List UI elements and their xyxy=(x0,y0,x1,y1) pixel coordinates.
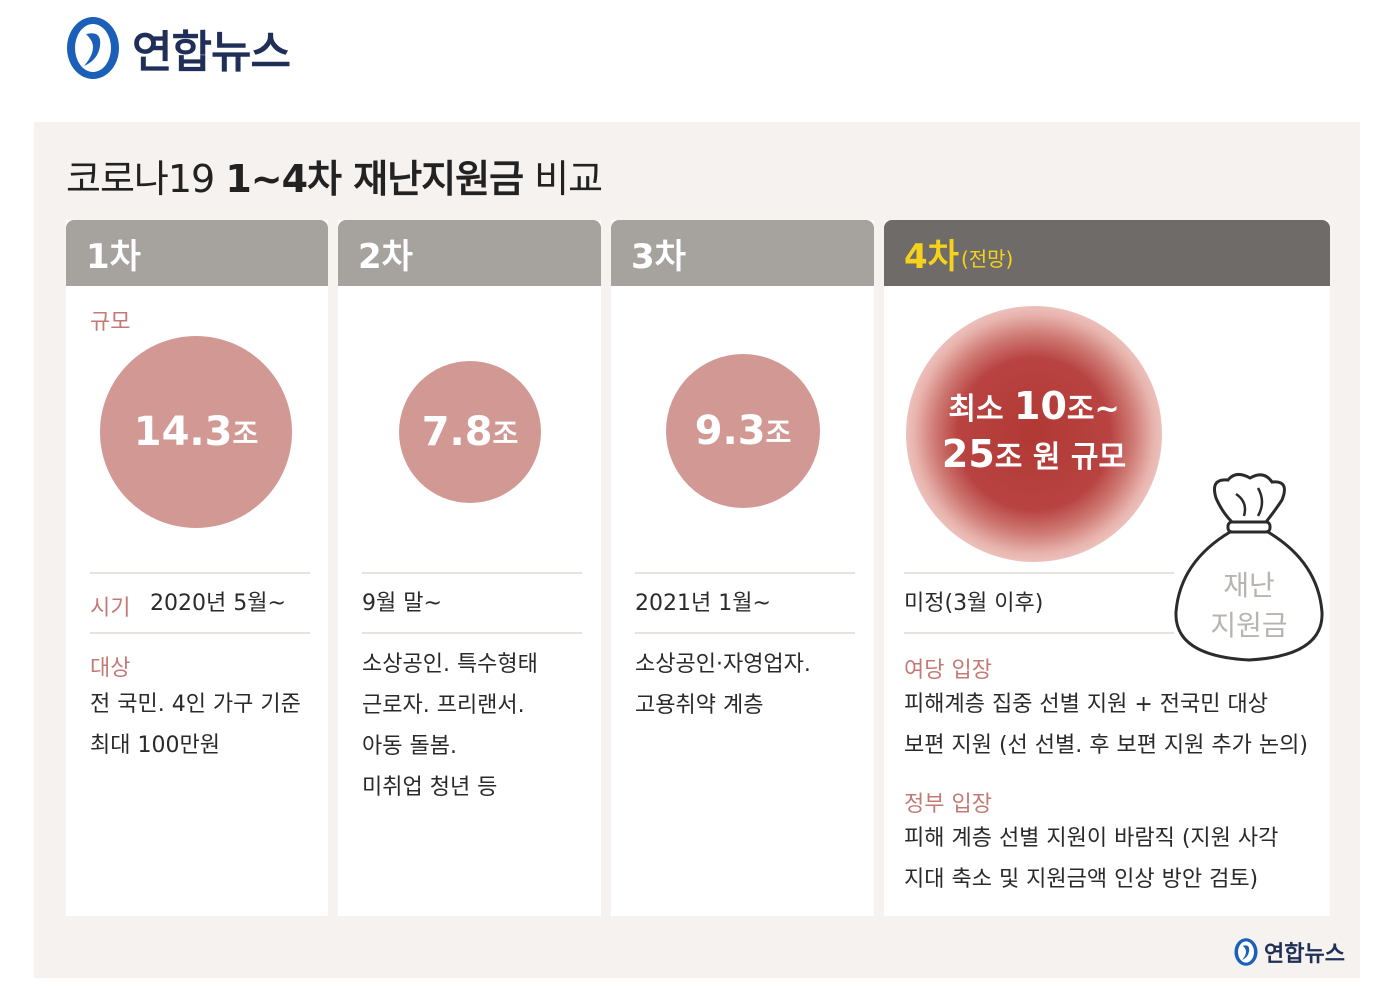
period-3: 2021년 1월~ xyxy=(635,591,771,616)
period-1: 2020년 5월~ xyxy=(150,591,286,616)
government-line: 지대 축소 및 지원금액 인상 방안 검토) xyxy=(904,867,1259,892)
round-3-header: 3차 xyxy=(611,220,874,286)
watermark: 연합뉴스 xyxy=(1232,936,1345,968)
target-1: 전 국민. 4인 가구 기준 최대 100만원 xyxy=(90,684,301,766)
divider xyxy=(904,572,1174,574)
round-4-header: 4차 (전망) xyxy=(884,220,1330,286)
amount-4-min-value: 10 xyxy=(1014,384,1067,428)
amount-4-min-unit: 조~ xyxy=(1066,392,1120,427)
money-bag-icon xyxy=(1174,473,1324,662)
column-round-3: 3차 xyxy=(611,220,874,916)
round-2-header: 2차 xyxy=(338,220,601,286)
divider xyxy=(90,572,310,574)
column-round-1: 1차 xyxy=(66,220,328,916)
ruling-party-line: 보편 지원 (선 선별. 후 보편 지원 추가 논의) xyxy=(904,733,1308,758)
target-3-line: 고용취약 계층 xyxy=(635,693,764,718)
title-part2: 1~4차 재난지원금 xyxy=(225,157,524,201)
divider xyxy=(362,572,582,574)
target-2-line: 아동 돌봄. xyxy=(362,734,457,759)
round-1-header: 1차 xyxy=(66,220,328,286)
government-label: 정부 입장 xyxy=(904,792,992,817)
period-label: 시기 xyxy=(90,596,131,621)
title-part1: 코로나19 xyxy=(66,157,226,201)
amount-4-min-label: 최소 xyxy=(948,392,1014,427)
amount-2-value: 7.8 xyxy=(421,409,493,455)
ruling-party-label: 여당 입장 xyxy=(904,658,992,683)
divider xyxy=(635,632,855,634)
target-1-line: 최대 100만원 xyxy=(90,733,220,758)
divider xyxy=(362,632,582,634)
government-position: 피해 계층 선별 지원이 바람직 (지원 사각 지대 축소 및 지원금액 인상 … xyxy=(904,818,1278,900)
title-part3: 비교 xyxy=(523,157,603,201)
amount-bubble-4: 최소 10조~ 25조 원 규모 xyxy=(906,306,1162,562)
target-2-line: 소상공인. 특수형태 xyxy=(362,652,538,677)
ruling-party-line: 피해계층 집중 선별 지원 + 전국민 대상 xyxy=(904,692,1268,717)
target-2-line: 미취업 청년 등 xyxy=(362,775,498,800)
amount-4-max-value: 25 xyxy=(941,432,995,476)
amount-4-line1: 최소 10조~ xyxy=(906,384,1162,428)
scale-label: 규모 xyxy=(90,310,131,335)
page-title: 코로나19 1~4차 재난지원금 비교 xyxy=(66,148,603,203)
column-round-2: 2차 xyxy=(338,220,601,916)
bag-label-line2: 지원금 xyxy=(1210,609,1288,642)
target-1-line: 전 국민. 4인 가구 기준 xyxy=(90,692,301,717)
amount-3-unit: 조 xyxy=(765,416,792,449)
target-label: 대상 xyxy=(90,656,131,681)
round-4-forecast-tag: (전망) xyxy=(960,246,1014,271)
government-line: 피해 계층 선별 지원이 바람직 (지원 사각 xyxy=(904,826,1279,851)
amount-3-value: 9.3 xyxy=(694,408,766,454)
period-4: 미정(3월 이후) xyxy=(904,591,1044,616)
target-3: 소상공인·자영업자. 고용취약 계층 xyxy=(635,644,811,726)
bag-label-line1: 재난 xyxy=(1223,569,1275,602)
watermark-text: 연합뉴스 xyxy=(1264,942,1345,967)
divider xyxy=(904,632,1174,634)
amount-2-unit: 조 xyxy=(492,417,519,450)
brand-logo: 연합뉴스 xyxy=(62,12,291,84)
round-4-name: 4차 xyxy=(904,236,959,277)
period-2: 9월 말~ xyxy=(362,591,442,616)
brand-name: 연합뉴스 xyxy=(132,27,291,78)
target-3-line: 소상공인·자영업자. xyxy=(635,652,811,677)
divider xyxy=(90,632,310,634)
ruling-party-position: 피해계층 집중 선별 지원 + 전국민 대상 보편 지원 (선 선별. 후 보편… xyxy=(904,684,1308,766)
amount-4-max-unit: 조 원 규모 xyxy=(994,440,1127,475)
target-2: 소상공인. 특수형태 근로자. 프리랜서. 아동 돌봄. 미취업 청년 등 xyxy=(362,644,538,808)
bag-label: 재난 지원금 xyxy=(1170,566,1328,646)
amount-1-value: 14.3 xyxy=(133,409,233,455)
yonhap-watermark-icon xyxy=(1234,938,1258,966)
amount-bubble-3: 9.3 조 xyxy=(666,354,820,508)
amount-bubble-2: 7.8 조 xyxy=(399,361,541,503)
amount-4-line2: 25조 원 규모 xyxy=(906,432,1162,476)
divider xyxy=(635,572,855,574)
amount-1-unit: 조 xyxy=(232,417,259,450)
yonhap-logo-icon xyxy=(67,17,119,79)
amount-bubble-1: 14.3 조 xyxy=(100,336,292,528)
target-2-line: 근로자. 프리랜서. xyxy=(362,693,525,718)
